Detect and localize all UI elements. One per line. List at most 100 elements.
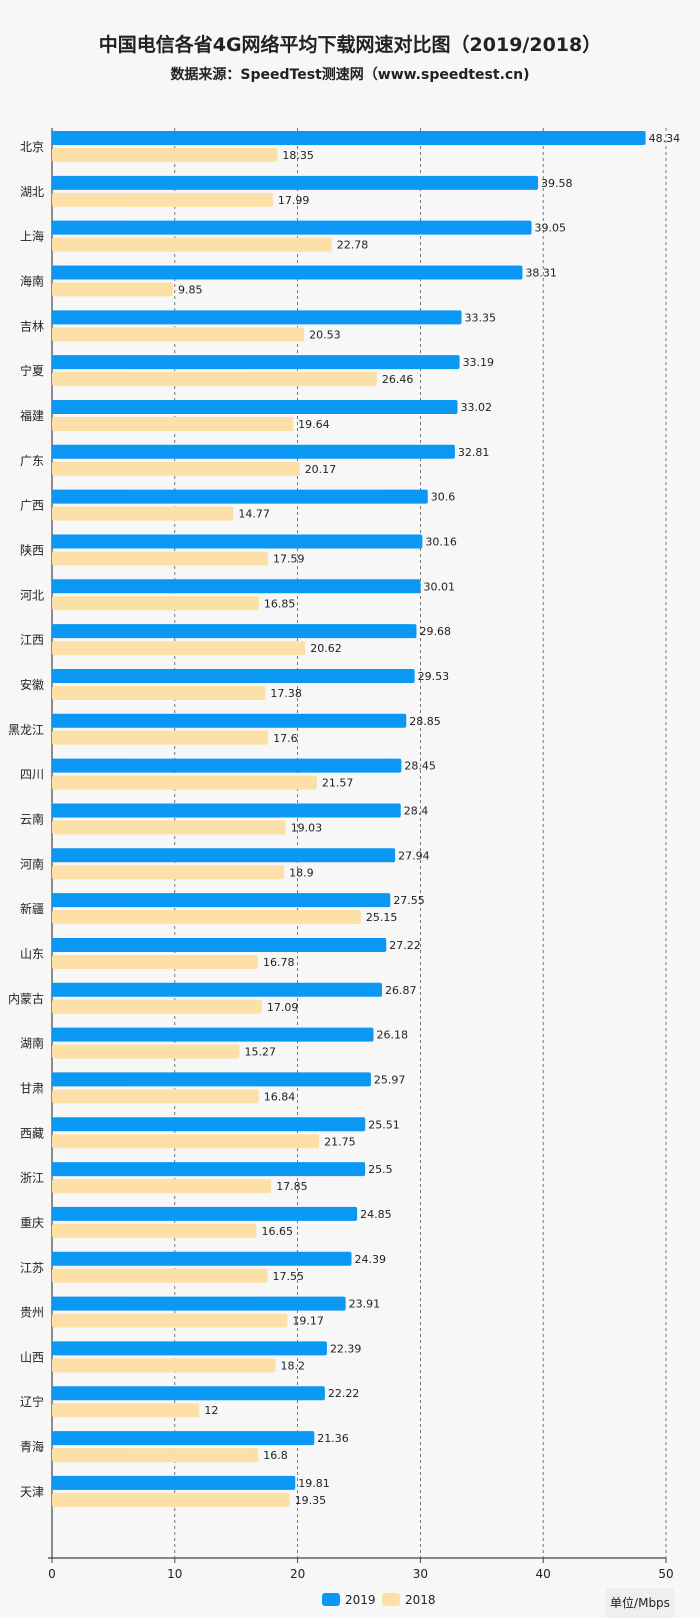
value-label-2019: 26.87	[385, 984, 417, 997]
value-label-2019: 22.39	[330, 1342, 362, 1355]
bar-2019	[52, 1206, 358, 1221]
bar-2018	[52, 1358, 276, 1373]
value-label-2018: 25.15	[366, 911, 398, 924]
bar-2019	[52, 1027, 374, 1042]
x-tick-label: 40	[536, 1567, 551, 1581]
value-label-2019: 30.16	[425, 535, 457, 548]
category-label: 黑龙江	[8, 723, 44, 737]
bar-2018	[52, 282, 173, 297]
bar-2019	[52, 1072, 371, 1087]
value-label-2018: 20.17	[305, 463, 337, 476]
legend-swatch-2019	[322, 1593, 340, 1606]
value-label-2019: 28.85	[409, 715, 441, 728]
value-label-2019: 39.58	[541, 177, 573, 190]
bar-2019	[52, 937, 387, 952]
category-label: 辽宁	[20, 1394, 44, 1409]
category-label: 湖南	[20, 1036, 44, 1051]
value-label-2019: 25.51	[368, 1118, 400, 1131]
category-label: 上海	[20, 229, 44, 244]
bar-2019	[52, 982, 382, 997]
value-label-2018: 21.57	[322, 777, 354, 790]
bar-2018	[52, 820, 286, 835]
bar-2019	[52, 355, 460, 370]
bar-2019	[52, 803, 401, 818]
value-label-2019: 30.6	[431, 491, 456, 504]
category-label: 宁夏	[20, 363, 44, 378]
bar-2019	[52, 131, 646, 145]
category-label: 内蒙古	[8, 991, 44, 1006]
value-label-2018: 19.35	[295, 1494, 327, 1507]
legend-swatch-2018	[382, 1593, 400, 1606]
category-label: 云南	[20, 811, 44, 826]
bar-2018	[52, 1448, 259, 1463]
value-label-2019: 27.55	[393, 894, 425, 907]
category-label: 江西	[20, 633, 44, 647]
value-label-2018: 17.85	[276, 1180, 308, 1193]
bar-2018	[52, 641, 306, 656]
x-tick-label: 0	[48, 1567, 56, 1581]
bar-2019	[52, 758, 402, 773]
category-label: 贵州	[20, 1306, 44, 1320]
bar-2018	[52, 327, 305, 342]
bar-2018	[52, 954, 259, 969]
bar-2018	[52, 1179, 272, 1194]
bar-2018	[52, 551, 269, 566]
value-label-2018: 17.55	[273, 1270, 305, 1283]
value-label-2018: 18.9	[289, 866, 314, 879]
chart-title: 中国电信各省4G网络平均下载网速对比图（2019/2018）	[98, 34, 602, 56]
bar-2018	[52, 1223, 257, 1238]
bar-2019	[52, 1162, 366, 1177]
bar-2018	[52, 372, 377, 387]
value-label-2019: 39.05	[535, 222, 567, 235]
value-label-2018: 14.77	[238, 508, 270, 521]
legend-label-2019: 2019	[345, 1593, 376, 1607]
bar-2018	[52, 1134, 320, 1149]
value-label-2019: 25.5	[368, 1163, 393, 1176]
bar-2019	[52, 534, 423, 549]
bar-2019	[52, 489, 428, 504]
value-label-2018: 15.27	[245, 1046, 277, 1059]
value-label-2019: 33.19	[463, 356, 495, 369]
bar-2019	[52, 220, 532, 235]
value-label-2018: 17.09	[267, 1001, 299, 1014]
value-label-2018: 19.03	[291, 821, 323, 834]
x-tick-label: 50	[658, 1567, 673, 1581]
bar-2018	[52, 416, 294, 431]
value-label-2019: 25.97	[374, 1073, 406, 1086]
value-label-2019: 48.34	[649, 132, 681, 145]
bar-2018	[52, 1089, 259, 1104]
bar-2018	[52, 775, 317, 790]
value-label-2018: 17.99	[278, 194, 310, 207]
category-label: 湖北	[20, 184, 44, 199]
category-label: 四川	[20, 768, 44, 782]
bar-2018	[52, 685, 266, 700]
bar-2019	[52, 579, 421, 594]
bar-2018	[52, 1044, 240, 1059]
category-label: 福建	[20, 408, 44, 423]
category-label: 青海	[20, 1439, 44, 1454]
bar-2018	[52, 1313, 288, 1328]
bar-2019	[52, 1251, 352, 1266]
value-label-2019: 28.4	[404, 804, 429, 817]
category-label: 广东	[20, 454, 44, 468]
category-label: 山西	[20, 1350, 44, 1364]
value-label-2019: 21.36	[317, 1432, 349, 1445]
value-label-2019: 27.94	[398, 849, 430, 862]
category-label: 山东	[20, 947, 44, 961]
bar-2019	[52, 265, 523, 280]
value-label-2019: 33.02	[460, 401, 492, 414]
value-label-2019: 24.39	[355, 1253, 387, 1266]
value-label-2018: 21.75	[324, 1135, 356, 1148]
value-label-2018: 16.85	[264, 597, 296, 610]
category-label: 广西	[20, 499, 44, 513]
bar-2018	[52, 596, 259, 611]
chart-subtitle: 数据来源：SpeedTest测速网（www.speedtest.cn)	[170, 67, 530, 83]
category-label: 江苏	[20, 1261, 44, 1275]
category-label: 甘肃	[20, 1081, 44, 1095]
category-label: 安徽	[20, 677, 44, 692]
bar-2018	[52, 1492, 290, 1507]
bar-2019	[52, 1475, 296, 1490]
value-label-2019: 19.81	[298, 1477, 330, 1490]
bar-2019	[52, 444, 455, 459]
value-label-2018: 12	[204, 1404, 218, 1417]
